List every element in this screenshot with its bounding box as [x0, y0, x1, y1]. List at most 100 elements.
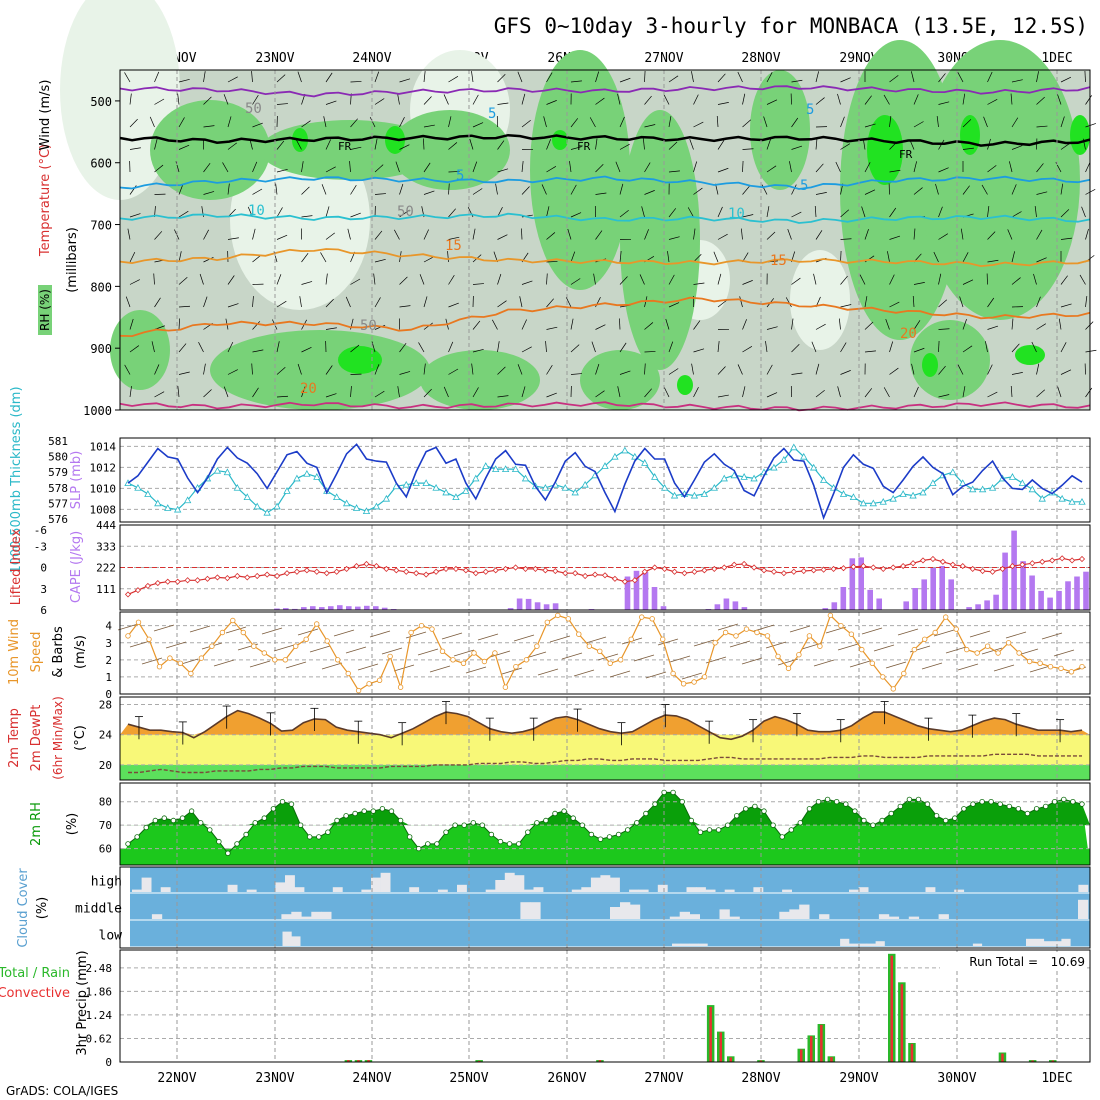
isotherm-25: [119, 401, 1091, 412]
cape-bar: [1083, 571, 1089, 610]
cloud-bar-middle: [908, 916, 920, 919]
wind-barb: [962, 252, 969, 263]
wind-barb: [668, 302, 680, 308]
wind-barb: [595, 97, 605, 105]
lifted-point: [621, 578, 628, 585]
wind-barb: [693, 639, 715, 647]
wind-barb: [897, 628, 919, 636]
thickness-point: [800, 452, 808, 460]
wind-barb: [1011, 251, 1016, 263]
rh-shading: [1015, 345, 1045, 365]
cloud-bar-middle: [1078, 899, 1089, 919]
rh-shading: [922, 353, 938, 377]
wind-barb: [889, 207, 897, 218]
cloud-bar-high: [514, 875, 525, 892]
cloud-bar-middle: [789, 909, 800, 919]
thickness-point: [342, 499, 351, 507]
wind-speed-point: [376, 677, 383, 683]
wind-barb: [350, 184, 357, 195]
wind-barb: [962, 318, 967, 330]
wind-speed-point: [1079, 664, 1085, 670]
wind-barb: [399, 78, 411, 83]
wind-barb: [333, 629, 355, 637]
wind-barb: [570, 251, 576, 263]
wind-barb: [252, 296, 254, 308]
wind-speed-point: [597, 648, 603, 654]
wind-barb: [517, 364, 523, 375]
precip-convective-bar: [347, 1060, 350, 1062]
wind-barb: [1036, 229, 1043, 240]
wind-barb: [309, 645, 331, 653]
lifted-point: [124, 591, 132, 598]
wind-barb: [840, 370, 851, 375]
wind-barb: [325, 206, 330, 218]
thickness-point: [501, 465, 510, 473]
wind-barb: [497, 366, 506, 375]
cloud-bar-low: [689, 943, 699, 946]
wind-barb: [791, 184, 797, 195]
wind-barb: [275, 183, 278, 195]
cloud-bar-high: [285, 875, 295, 892]
isotherm-5: [119, 175, 1091, 190]
rh-point: [407, 834, 413, 840]
wind-barb: [619, 77, 631, 83]
wind-barb: [864, 189, 876, 195]
wind-barb: [742, 148, 754, 150]
wind-speed-point: [125, 633, 131, 639]
wind-barb: [1060, 142, 1071, 150]
wind-barb: [570, 278, 581, 285]
thickness-point: [521, 474, 530, 482]
contour-label: 15: [770, 253, 787, 269]
cloud-bar-low: [840, 938, 850, 946]
cloud-bar-low: [1034, 938, 1045, 946]
axis-title-cape: CAPE (J/kg): [69, 531, 84, 603]
cape-bar: [1047, 597, 1053, 610]
wind-barb: [350, 212, 361, 218]
wind-barb: [766, 206, 770, 218]
rh-point: [897, 803, 903, 810]
axis-title-units: (millibars): [65, 227, 80, 293]
wind-barb: [154, 71, 160, 83]
thickness-point: [670, 491, 679, 499]
cloud-bar-high: [332, 887, 343, 892]
lifted-point: [979, 567, 986, 575]
wind-barb: [423, 363, 426, 375]
lifted-point: [432, 568, 440, 575]
axis-title-temp-1: 2m Temp: [7, 708, 22, 768]
lifted-point: [363, 560, 370, 568]
wind-barb: [595, 230, 603, 240]
wind-speed-point: [1005, 640, 1012, 646]
wind-speed-point: [156, 664, 163, 670]
lifted-point: [1059, 555, 1066, 562]
wind-barb: [763, 116, 768, 128]
axis-title-precip: 3hr Precip (mm): [75, 950, 90, 1055]
lifted-point: [323, 570, 330, 577]
thickness-tick: 576: [48, 513, 68, 526]
wind-barb: [889, 169, 901, 173]
wind-barb: [497, 168, 509, 173]
rh-shading: [210, 330, 430, 410]
rh-point: [797, 820, 803, 826]
wind-barb: [565, 296, 572, 308]
wind-barb: [644, 190, 655, 195]
panel-frame: [119, 611, 1091, 695]
wind-barb: [619, 276, 628, 285]
precip-convective-bar: [719, 1032, 722, 1062]
rh-point: [870, 822, 876, 828]
lifted-point: [353, 563, 360, 570]
wind-barb: [521, 228, 523, 240]
rh-shading: [580, 350, 660, 410]
wind-barb: [864, 296, 868, 308]
lifted-point: [681, 570, 688, 577]
wind-barb: [469, 138, 474, 150]
wind-barb: [448, 208, 456, 218]
wind-speed-point: [785, 665, 792, 672]
lifted-point: [283, 570, 291, 577]
thickness-point: [710, 483, 718, 491]
wind-barb: [252, 122, 263, 128]
wind-barb: [129, 345, 140, 353]
wind-barb: [644, 229, 649, 240]
cloud-bar-middle: [610, 907, 621, 919]
rh-point: [843, 801, 849, 807]
wind-barb: [276, 234, 288, 240]
